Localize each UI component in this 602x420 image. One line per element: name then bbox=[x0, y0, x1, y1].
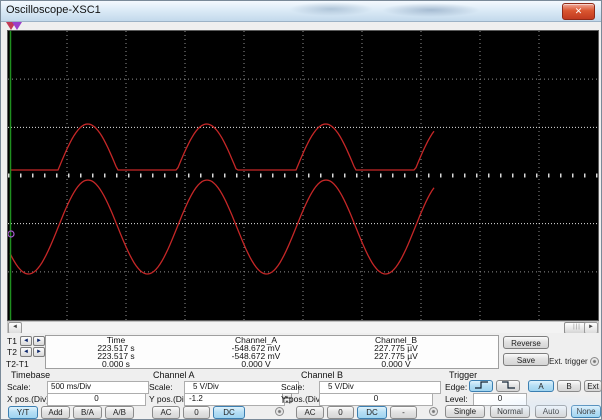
rising-edge-icon bbox=[474, 381, 488, 389]
timebase-mode-ba-button[interactable]: B/A bbox=[73, 406, 102, 419]
trigger-mode-normal-button[interactable]: Normal bbox=[490, 405, 530, 418]
trigger-mode-single-button[interactable]: Single bbox=[445, 405, 485, 418]
cursor-1-right-button[interactable]: ► bbox=[33, 336, 45, 346]
trigger-source-ext-button[interactable]: Ext bbox=[584, 380, 602, 392]
t2-time-value: 223.517 s bbox=[97, 351, 135, 361]
channel-a-coupling-dc-button[interactable]: DC bbox=[213, 406, 245, 419]
channel-b-column-header: Channel_B bbox=[374, 335, 418, 345]
close-button[interactable]: ✕ bbox=[562, 3, 595, 20]
right-arrow-icon: ► bbox=[36, 338, 42, 344]
channel-b-trace bbox=[10, 123, 435, 171]
scope-graticule-and-traces bbox=[7, 31, 598, 320]
channel-b-coupling-dc-button[interactable]: DC bbox=[357, 406, 387, 419]
left-arrow-icon: ◄ bbox=[23, 338, 29, 344]
ext-trigger-connector-icon bbox=[590, 357, 599, 366]
channel-a-column-header: Channel_A bbox=[234, 335, 278, 345]
channel-b-ypos-label: Y pos.(Div): bbox=[281, 394, 326, 404]
t1-time-value: 223.517 s bbox=[97, 343, 135, 353]
delta-time-value: 0.000 s bbox=[102, 359, 130, 369]
save-button[interactable]: Save bbox=[503, 353, 549, 366]
cursor-2-handle[interactable] bbox=[12, 22, 22, 30]
trigger-edge-label: Edge: bbox=[445, 382, 468, 392]
channel-b-connector-icon bbox=[429, 407, 438, 416]
timebase-xpos-field[interactable]: 0 bbox=[47, 393, 146, 406]
t1-readout-row: 223.517 s -548.672 mV 227.775 µV bbox=[46, 343, 498, 353]
ext-trigger-label: Ext. trigger bbox=[549, 357, 588, 366]
window-title: Oscilloscope-XSC1 bbox=[6, 4, 101, 16]
close-icon: ✕ bbox=[574, 6, 583, 16]
readout-header-row: Time Channel_A Channel_B bbox=[46, 336, 498, 344]
channel-a-trace bbox=[9, 179, 435, 275]
cursor-1-handle[interactable] bbox=[6, 22, 16, 30]
timebase-mode-yt-button[interactable]: Y/T bbox=[8, 406, 38, 419]
cursor-delta-label: T2-T1 bbox=[6, 359, 29, 369]
spinner-down-icon[interactable]: ▼ bbox=[282, 398, 292, 404]
channel-a-ypos-label: Y pos.(Div): bbox=[149, 394, 194, 404]
scope-screen bbox=[7, 30, 599, 321]
measurement-readout: Time Channel_A Channel_B 223.517 s -548.… bbox=[45, 335, 499, 369]
channel-a-scale-label: Scale: bbox=[149, 382, 173, 392]
trigger-source-a-button[interactable]: A bbox=[528, 380, 554, 392]
channel-b-ypos-field[interactable]: 0 bbox=[319, 393, 433, 406]
cursor-2-right-button[interactable]: ► bbox=[33, 347, 45, 357]
trigger-mode-none-button[interactable]: None bbox=[571, 405, 601, 418]
channel-a-ypos-field[interactable]: -1.2 bbox=[184, 393, 285, 406]
channel-a-coupling-0-button[interactable]: 0 bbox=[183, 406, 210, 419]
trigger-rising-edge-button[interactable] bbox=[469, 380, 493, 392]
readout-panel: T1 ◄ ► T2 ◄ ► T2-T1 Time Channel_A Chann… bbox=[1, 333, 601, 370]
trigger-source-b-button[interactable]: B bbox=[557, 380, 581, 392]
control-panel: Timebase Scale: 500 ms/Div X pos.(Div): … bbox=[1, 369, 602, 419]
channel-position-marker[interactable] bbox=[7, 230, 15, 238]
timebase-group-title: Timebase bbox=[11, 370, 51, 380]
t2-channel-a-value: -548.672 mV bbox=[231, 351, 281, 361]
t2-channel-b-value: 227.775 µV bbox=[374, 351, 418, 361]
timebase-xpos-label: X pos.(Div): bbox=[7, 394, 52, 404]
delta-channel-b-value: 0.000 V bbox=[381, 359, 411, 369]
timebase-mode-ab-button[interactable]: A/B bbox=[105, 406, 134, 419]
t1-channel-b-value: 227.775 µV bbox=[374, 343, 418, 353]
channel-b-scale-label: Scale: bbox=[281, 382, 305, 392]
cursor-1-label: T1 bbox=[7, 336, 17, 346]
cursor-1-left-button[interactable]: ◄ bbox=[20, 336, 32, 346]
left-arrow-icon: ◄ bbox=[23, 349, 29, 355]
trigger-level-label: Level: bbox=[445, 394, 468, 404]
delta-channel-a-value: 0.000 V bbox=[241, 359, 271, 369]
falling-edge-icon bbox=[501, 381, 515, 389]
right-arrow-icon: ► bbox=[36, 349, 42, 355]
spinner-up-icon[interactable]: ▲ bbox=[282, 393, 292, 399]
title-bar[interactable]: Oscilloscope-XSC1 ✕ bbox=[1, 1, 601, 22]
cursor-2-label: T2 bbox=[7, 347, 17, 357]
channel-b-group-title: Channel B bbox=[301, 370, 344, 380]
channel-b-coupling-ac-button[interactable]: AC bbox=[296, 406, 324, 419]
channel-b-coupling-0-button[interactable]: 0 bbox=[327, 406, 354, 419]
channel-b-coupling-minus-button[interactable]: - bbox=[390, 406, 417, 419]
t2-readout-row: 223.517 s -548.672 mV 227.775 µV bbox=[46, 351, 498, 361]
cursor-2-left-button[interactable]: ◄ bbox=[20, 347, 32, 357]
delta-readout-row: 0.000 s 0.000 V 0.000 V bbox=[46, 360, 498, 368]
t1-channel-a-value: -548.672 mV bbox=[231, 343, 281, 353]
trigger-group-title: Trigger bbox=[449, 370, 478, 380]
channel-a-group-title: Channel A bbox=[153, 370, 195, 380]
reverse-button[interactable]: Reverse bbox=[503, 336, 549, 349]
channel-a-ypos-spinner[interactable]: ▲ ▼ bbox=[282, 393, 292, 404]
trigger-mode-auto-button[interactable]: Auto bbox=[535, 405, 567, 418]
trigger-falling-edge-button[interactable] bbox=[496, 380, 520, 392]
channel-a-coupling-ac-button[interactable]: AC bbox=[152, 406, 180, 419]
time-column-header: Time bbox=[106, 335, 126, 345]
timebase-scale-label: Scale: bbox=[7, 382, 31, 392]
channel-a-connector-icon bbox=[275, 407, 284, 416]
timebase-mode-add-button[interactable]: Add bbox=[41, 406, 70, 419]
